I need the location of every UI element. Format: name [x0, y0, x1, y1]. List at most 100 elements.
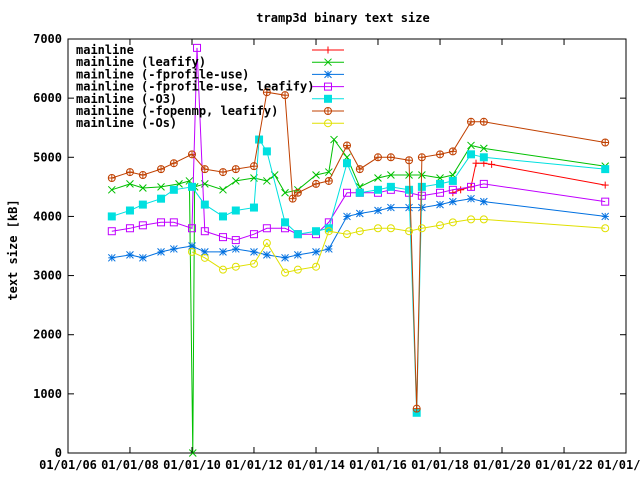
data-point	[219, 185, 227, 194]
legend-label: mainline	[76, 43, 134, 57]
legend-label: mainline (-Os)	[76, 116, 177, 130]
data-point	[330, 135, 338, 144]
data-point	[219, 248, 227, 256]
data-point	[107, 212, 116, 221]
series-layer	[107, 43, 610, 457]
legend-label: mainline (-fprofile-use, leafify)	[76, 80, 314, 94]
x-tick-label: 01/01/14	[287, 458, 345, 472]
data-point	[601, 165, 610, 174]
data-point	[263, 177, 271, 185]
data-point	[417, 224, 426, 233]
x-tick-label: 01/01/16	[349, 458, 407, 472]
series-4	[107, 135, 610, 417]
axis-layer: 0 1000 2000 3000 4000 5000 6000 7000 01/01/06 01/…	[33, 32, 640, 472]
data-point	[373, 185, 382, 194]
data-point	[386, 182, 395, 191]
data-point	[231, 262, 240, 271]
data-point	[343, 230, 351, 239]
x-tick-label: 01/01/06	[39, 458, 97, 472]
data-point	[249, 259, 258, 268]
series-0	[449, 159, 609, 197]
data-point	[448, 218, 457, 227]
data-point	[231, 236, 240, 245]
data-point	[126, 251, 134, 259]
data-point	[355, 227, 364, 236]
data-point	[417, 182, 426, 191]
data-point	[355, 188, 364, 197]
data-point	[188, 150, 197, 159]
legend-marker	[324, 107, 332, 115]
data-point	[601, 212, 610, 221]
data-point	[107, 185, 116, 194]
data-point	[448, 185, 457, 194]
data-point	[324, 227, 333, 236]
data-point	[262, 88, 271, 97]
series-line	[452, 162, 606, 194]
data-point	[436, 188, 445, 197]
data-point	[262, 224, 271, 233]
data-point	[343, 212, 351, 221]
data-point	[250, 248, 258, 256]
data-point	[107, 227, 116, 236]
data-point	[448, 176, 457, 185]
legend-marker	[324, 119, 332, 128]
data-point	[293, 265, 302, 274]
data-point	[479, 197, 488, 206]
y-tick-label: 2000	[33, 328, 62, 342]
data-point	[355, 165, 364, 174]
data-point	[417, 153, 426, 162]
data-point	[436, 150, 445, 159]
data-point	[157, 165, 166, 174]
y-tick-label: 1000	[33, 387, 62, 401]
data-point	[288, 194, 297, 203]
data-point	[169, 185, 178, 194]
data-point	[188, 449, 197, 457]
data-point	[107, 253, 116, 262]
data-point	[449, 189, 457, 197]
data-point	[231, 177, 240, 185]
legend-label: mainline (-fprofile-use)	[76, 67, 249, 81]
data-point	[262, 147, 271, 156]
y-tick-label: 5000	[33, 150, 62, 164]
y-tick-label: 7000	[33, 32, 62, 46]
data-point	[188, 247, 197, 256]
data-point	[387, 171, 395, 179]
data-point	[200, 200, 209, 209]
series-line	[111, 91, 606, 409]
legend-label: mainline (-fopenmp, leafify)	[76, 104, 278, 118]
data-point	[324, 176, 333, 185]
data-point	[231, 245, 240, 253]
data-point	[312, 262, 321, 271]
data-point	[479, 117, 488, 126]
data-point	[138, 221, 147, 230]
data-point	[188, 182, 197, 191]
data-point	[457, 186, 465, 194]
data-point	[281, 218, 290, 227]
data-point	[312, 171, 320, 179]
data-point	[386, 224, 395, 233]
data-point	[387, 203, 395, 212]
data-point	[312, 179, 321, 188]
series-line	[191, 218, 606, 274]
data-point	[479, 144, 488, 153]
data-point	[436, 221, 445, 230]
data-point	[436, 200, 444, 209]
data-point	[436, 179, 445, 188]
data-point	[601, 138, 610, 147]
data-point	[231, 206, 240, 215]
data-point	[448, 147, 457, 156]
legend-label: mainline (leafify)	[76, 55, 206, 69]
data-point	[249, 230, 258, 239]
data-point	[467, 150, 476, 159]
chart-title: tramp3d binary text size	[256, 11, 429, 25]
data-point	[157, 183, 165, 191]
data-point	[188, 224, 197, 233]
data-point	[479, 153, 488, 162]
data-point	[169, 245, 178, 253]
data-point	[324, 245, 333, 253]
series-2	[107, 194, 610, 262]
data-point	[138, 171, 147, 180]
data-point	[479, 179, 488, 188]
legend-marker	[324, 70, 332, 79]
